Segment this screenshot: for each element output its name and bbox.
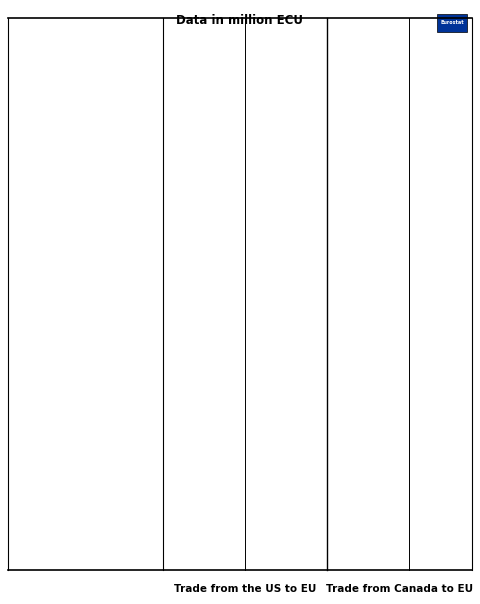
- FancyBboxPatch shape: [437, 14, 467, 32]
- Text: Trade from the US to EU: Trade from the US to EU: [174, 584, 316, 594]
- Text: Eurostat: Eurostat: [440, 21, 464, 25]
- Text: Data in million ECU: Data in million ECU: [177, 14, 303, 27]
- Text: Trade from Canada to EU: Trade from Canada to EU: [326, 584, 473, 594]
